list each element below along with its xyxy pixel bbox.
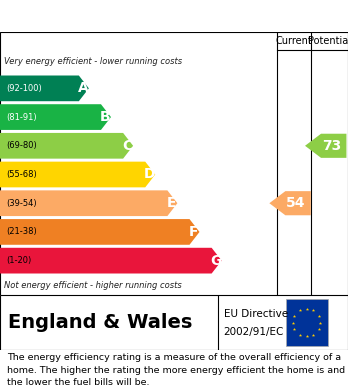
Text: (1-20): (1-20) <box>6 256 31 265</box>
Text: Very energy efficient - lower running costs: Very energy efficient - lower running co… <box>4 57 182 66</box>
Text: 54: 54 <box>286 196 306 210</box>
Text: (81-91): (81-91) <box>6 113 37 122</box>
Text: C: C <box>122 139 132 153</box>
Text: England & Wales: England & Wales <box>8 313 192 332</box>
Polygon shape <box>0 104 111 130</box>
Text: (55-68): (55-68) <box>6 170 37 179</box>
Text: Energy Efficiency Rating: Energy Efficiency Rating <box>9 7 238 25</box>
Text: EU Directive: EU Directive <box>223 309 288 319</box>
Polygon shape <box>0 75 89 101</box>
Polygon shape <box>0 190 177 216</box>
Text: (69-80): (69-80) <box>6 141 37 150</box>
Text: D: D <box>143 167 155 181</box>
Text: Not energy efficient - higher running costs: Not energy efficient - higher running co… <box>4 280 182 289</box>
Text: B: B <box>100 110 110 124</box>
Text: The energy efficiency rating is a measure of the overall efficiency of a home. T: The energy efficiency rating is a measur… <box>7 353 345 387</box>
Text: (21-38): (21-38) <box>6 228 37 237</box>
Text: (92-100): (92-100) <box>6 84 42 93</box>
Polygon shape <box>0 133 133 159</box>
Polygon shape <box>0 248 222 273</box>
Polygon shape <box>269 191 311 215</box>
Polygon shape <box>0 219 199 245</box>
Text: Current: Current <box>276 36 313 46</box>
Text: (39-54): (39-54) <box>6 199 37 208</box>
Bar <box>285 299 327 346</box>
Text: Potential: Potential <box>308 36 348 46</box>
Text: E: E <box>167 196 176 210</box>
Text: F: F <box>189 225 198 239</box>
Text: 2002/91/EC: 2002/91/EC <box>223 327 284 337</box>
Text: 73: 73 <box>322 139 341 153</box>
Text: A: A <box>78 81 88 95</box>
Text: G: G <box>210 254 221 268</box>
Polygon shape <box>305 134 346 158</box>
Polygon shape <box>0 161 155 187</box>
